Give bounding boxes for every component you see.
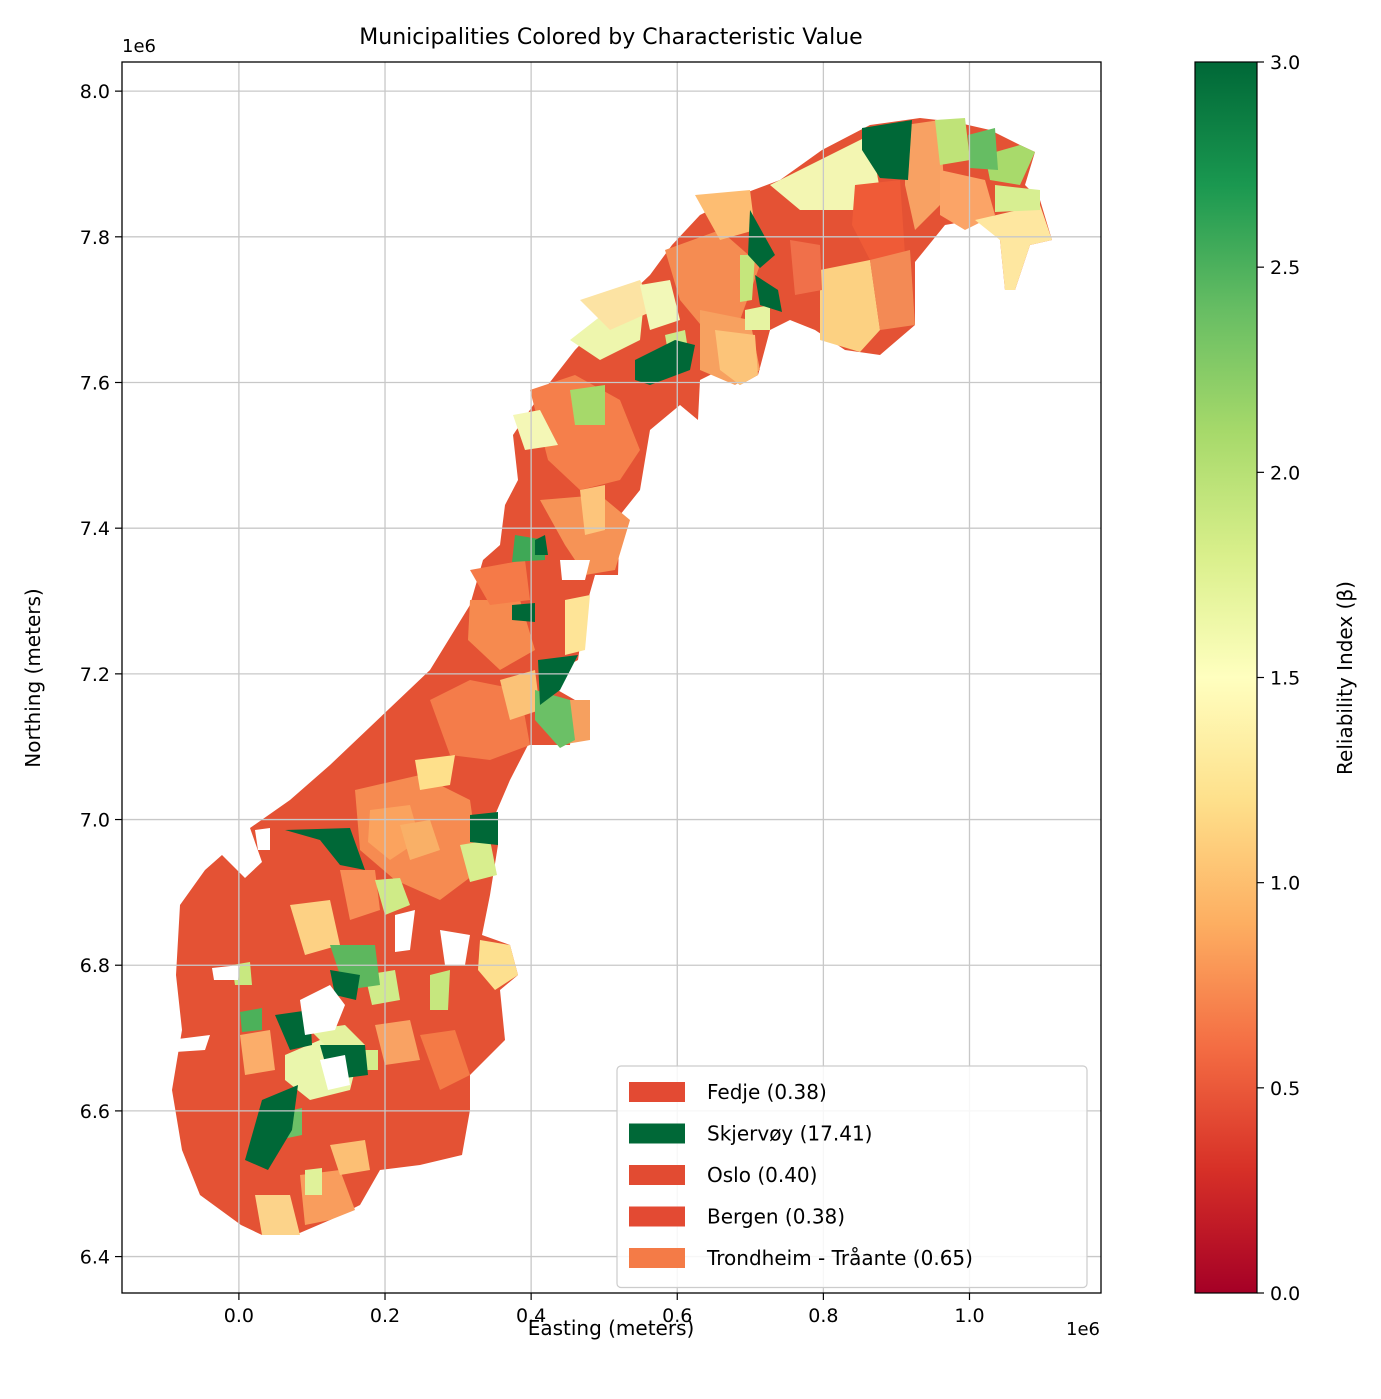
y-tick-label: 6.8	[80, 955, 110, 977]
chart-title: Municipalities Colored by Characteristic…	[359, 25, 862, 50]
x-tick-label: 0.0	[224, 1305, 254, 1327]
y-tick-label: 7.0	[80, 810, 110, 832]
x-tick-label: 1.0	[954, 1305, 984, 1327]
x-axis-label: Easting (meters)	[528, 1316, 695, 1340]
y-tick-label: 6.6	[80, 1101, 110, 1123]
colorbar-tick-label: 2.5	[1270, 257, 1300, 279]
y-tick-label: 7.4	[80, 518, 110, 540]
y-axis-label: Northing (meters)	[21, 588, 45, 767]
colorbar-tick-label: 0.0	[1270, 1283, 1300, 1305]
x-tick-label: 0.6	[662, 1305, 692, 1327]
colorbar: 0.0 0.5 1.0 1.5 2.0 2.5 3.0 Reliability Index …	[1194, 52, 1357, 1305]
plot-frame	[121, 61, 1102, 1294]
legend: Fedje (0.38) Skjervøy (17.41) Oslo (0.40) B…	[616, 1065, 1088, 1289]
legend-swatch	[629, 1123, 685, 1144]
x-offset-label: 1e6	[1066, 1319, 1100, 1340]
grid-lines	[122, 62, 1101, 1293]
colorbar-tick-label: 1.5	[1270, 668, 1300, 690]
legend-entry-label: Oslo (0.40)	[707, 1163, 817, 1187]
colorbar-tick-label: 2.0	[1270, 462, 1300, 484]
y-tick-label: 7.8	[80, 227, 110, 249]
legend-entry-label: Bergen (0.38)	[707, 1205, 845, 1229]
y-offset-label: 1e6	[122, 36, 156, 57]
municipality-map	[170, 118, 1052, 1235]
y-tick-label: 7.6	[80, 372, 110, 394]
x-tick-label: 0.4	[516, 1305, 546, 1327]
legend-box	[616, 1065, 1088, 1289]
legend-entry-label: Trondheim - Tråante (0.65)	[706, 1246, 973, 1270]
axis-ticks: 0.0 0.2 0.4 0.6 0.8 1.0 6.4 6.6 6.8 7.0 7.2 7.4 7.6 7…	[80, 81, 985, 1327]
legend-entry-label: Fedje (0.38)	[707, 1080, 827, 1104]
legend-entry-label: Skjervøy (17.41)	[707, 1122, 873, 1146]
colorbar-tick-label: 1.0	[1270, 873, 1300, 895]
y-tick-label: 8.0	[80, 81, 110, 103]
legend-swatch	[629, 1206, 685, 1227]
y-tick-label: 7.2	[80, 664, 110, 686]
y-tick-label: 6.4	[80, 1247, 110, 1269]
x-tick-label: 0.8	[808, 1305, 838, 1327]
legend-swatch	[629, 1165, 685, 1185]
colorbar-tick-label: 3.0	[1270, 52, 1300, 74]
norway-outline	[172, 118, 1052, 1235]
colorbar-tick-label: 0.5	[1270, 1078, 1300, 1100]
x-tick-label: 0.2	[370, 1305, 400, 1327]
colorbar-gradient	[1194, 61, 1258, 1294]
legend-swatch	[629, 1082, 685, 1102]
colorbar-label: Reliability Index (β)	[1333, 581, 1357, 775]
legend-swatch	[629, 1248, 685, 1268]
